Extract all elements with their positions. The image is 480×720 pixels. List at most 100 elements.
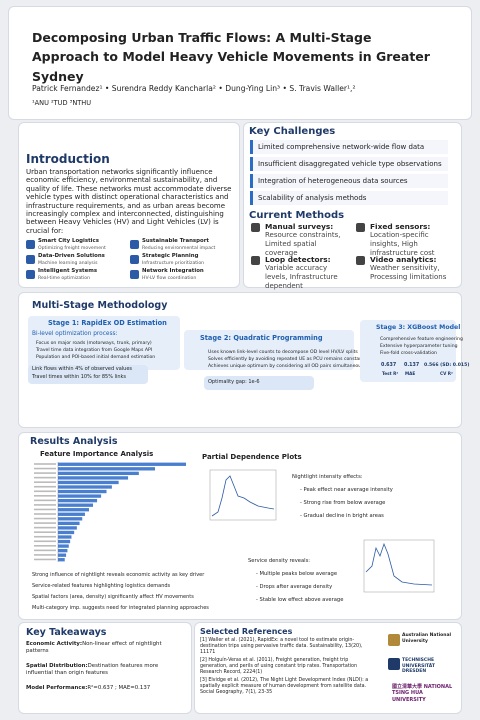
item-title: Data-Driven Solutions [38, 253, 105, 259]
takeaway-label: Economic Activity: [26, 641, 83, 647]
item-title: Strategic Planning [142, 253, 199, 259]
method-text: Weather sensitivity, Processing limitati… [370, 264, 447, 281]
bar [58, 553, 67, 557]
icon [26, 255, 35, 264]
bullet: Spatial factors (area, density) signific… [32, 594, 194, 600]
bar [58, 471, 139, 476]
takeaway: Economic Activity:Non-linear effect of n… [26, 641, 184, 655]
item-title: Network Integration [142, 268, 204, 274]
bar [58, 517, 83, 521]
bar [58, 508, 89, 512]
intro-box [18, 122, 240, 288]
metric-value: 0.137 [404, 363, 420, 368]
takeaway-text: Non-linear effect of nightlight patterns [26, 641, 162, 654]
bullet: Five-fold cross-validation [380, 351, 437, 356]
label-placeholder [34, 490, 56, 493]
heading: Key Takeaways [26, 627, 107, 638]
note: Link flows within 4% of observed values [32, 366, 133, 372]
challenge: Scalability of analysis methods [250, 191, 448, 205]
label-placeholder [34, 481, 56, 483]
method-text: Location-specific insights, High infrast… [370, 231, 435, 257]
metric-label: Test R² [382, 371, 399, 376]
takeaway: Model Performance:R²=0.637 ; MAE=0.137 [26, 685, 184, 692]
stage-title: Stage 2: Quadratic Programming [200, 334, 323, 342]
icon [356, 256, 365, 265]
pdp-item: - Peak effect near average intensity [300, 487, 393, 493]
method-text: Resource constraints, Limited spatial co… [265, 231, 341, 257]
note: Travel times within 10% for 85% links [32, 374, 127, 380]
bar [58, 467, 156, 471]
item-title: Sustainable Transport [142, 238, 209, 244]
bar [58, 494, 102, 498]
logo-icon [388, 658, 400, 670]
bullet: Population and POI-based initial demand … [36, 355, 156, 360]
stage-box [184, 330, 354, 370]
stage-box [360, 320, 456, 382]
bar [58, 485, 112, 489]
heading: Introduction [26, 152, 110, 166]
heading: Selected References [200, 627, 293, 636]
challenge: Integration of heterogeneous data source… [250, 174, 448, 188]
bar [58, 521, 80, 526]
method-title: Fixed sensors: [370, 222, 431, 231]
label-placeholder [34, 463, 56, 465]
icon [130, 270, 139, 279]
metric-label: MAE [405, 371, 416, 376]
icon [251, 223, 260, 232]
authors: Patrick Fernandez¹ • Surendra Reddy Kanc… [32, 84, 356, 93]
chart-title: Partial Dependence Plots [202, 453, 302, 461]
title: Decomposing Urban Traffic Flows: A Multi… [32, 30, 430, 84]
bullet: Comprehensive feature engineering [380, 337, 463, 342]
chart-title: Feature Importance Analysis [40, 450, 154, 458]
stage-title: Stage 3: XGBoost Model [376, 324, 461, 331]
metric-value: 0.637 [381, 363, 397, 368]
bullet: Uses known link-level counts to decompos… [208, 350, 358, 355]
item-sub: Reducing environmental impact [142, 246, 216, 251]
header-box [8, 6, 472, 120]
pdp-heading: Nightlight intensity effects: [292, 474, 363, 480]
method-text: Variable accuracy levels, Infrastructure… [265, 264, 338, 290]
label-placeholder [34, 508, 56, 511]
bullet: Extensive hyperparameter tuning [380, 344, 458, 349]
label-placeholder [34, 526, 56, 529]
method-title: Manual surveys: [265, 222, 334, 231]
item-sub: Machine learning analysis [38, 261, 98, 266]
reference: [1] Waller et al. (2021), RapidEx: a nov… [200, 638, 363, 655]
bullet: Achieves unique optimum by considering a… [208, 364, 368, 369]
challenge: Limited comprehensive network-wide flow … [250, 140, 448, 154]
bar [58, 462, 186, 466]
bar [58, 544, 69, 548]
takeaways-box [18, 622, 192, 714]
label-placeholder [34, 540, 56, 543]
icon [130, 240, 139, 249]
metric-value: 0.566 (SD: 0.015) [424, 363, 470, 368]
metric-label: CV R² [440, 371, 453, 376]
note-box [28, 365, 148, 384]
label-placeholder [34, 554, 56, 556]
feature-importance-chart [34, 462, 186, 562]
label-placeholder [34, 545, 56, 547]
bar [58, 548, 68, 553]
item-sub: Infrastructure prioritization [142, 261, 205, 266]
reference: [2] Holguín-Veras et al. (2011), Freight… [200, 658, 358, 675]
pdp-item: - Gradual decline in bright areas [300, 513, 384, 519]
heading: Current Methods [249, 210, 345, 221]
references-box [194, 622, 462, 714]
label-placeholder [34, 499, 56, 502]
pdp-item: - Stable low effect above average [256, 597, 344, 603]
takeaway-text: R²=0.637 ; MAE=0.137 [87, 685, 151, 691]
bullet: Multi-category imp. suggests need for in… [32, 605, 209, 611]
label-placeholder [34, 472, 56, 474]
bullet: Focus on major roads (motorways, trunk, … [36, 341, 152, 346]
icon [356, 223, 365, 232]
icon [251, 256, 260, 265]
bar [58, 512, 85, 516]
heading: Results Analysis [30, 436, 118, 447]
label-placeholder [34, 485, 56, 488]
item-sub: Optimizing freight movement [38, 246, 106, 251]
pdp-plot [363, 539, 435, 593]
note-box [204, 376, 314, 390]
bar [58, 539, 71, 544]
bar [58, 535, 72, 539]
bar [58, 498, 98, 503]
